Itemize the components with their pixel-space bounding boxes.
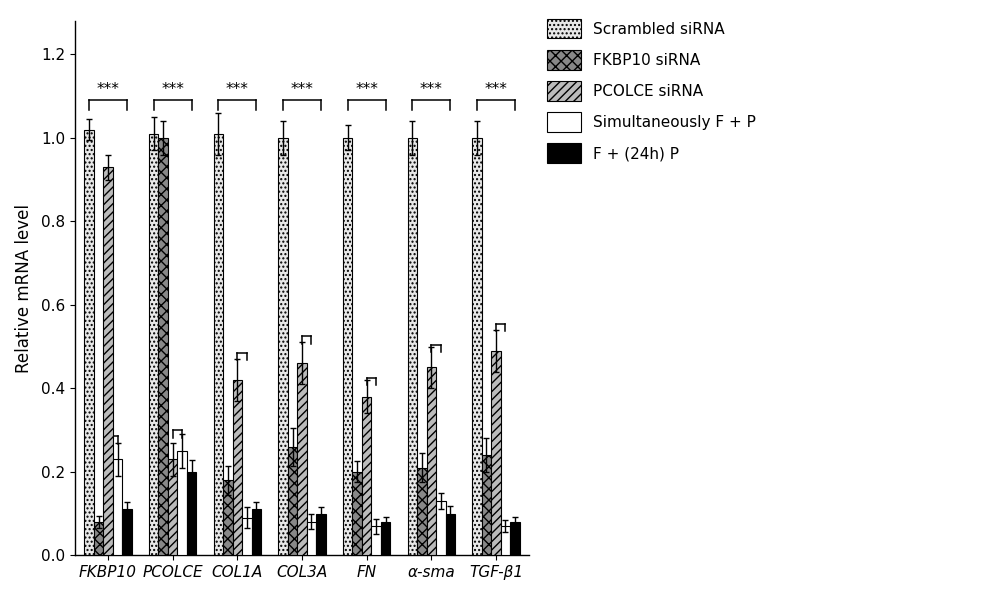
Bar [242,518,252,555]
Bar [113,459,122,555]
Bar [316,513,326,555]
Bar [362,397,371,555]
Bar [233,380,242,555]
Bar [491,351,501,555]
Bar [307,522,316,555]
Bar [501,526,510,555]
Text: ***: *** [420,82,443,97]
Bar [177,451,187,555]
Bar [408,138,417,555]
Bar [352,472,362,555]
Bar [187,472,196,555]
Bar [168,459,177,555]
Text: ***: *** [97,82,119,97]
Bar [297,364,307,555]
Bar [84,130,94,555]
Bar [371,526,381,555]
Bar [436,501,446,555]
Bar [510,522,520,555]
Bar [343,138,352,555]
Bar [94,522,103,555]
Bar [214,134,223,555]
Text: ***: *** [355,82,378,97]
Text: ***: *** [291,82,313,97]
Text: ***: *** [226,82,249,97]
Y-axis label: Relative mRNA level: Relative mRNA level [15,203,33,372]
Bar [158,138,168,555]
Bar [427,368,436,555]
Legend: Scrambled siRNA, FKBP10 siRNA, PCOLCE siRNA, Simultaneously F + P, F + (24h) P: Scrambled siRNA, FKBP10 siRNA, PCOLCE si… [541,12,762,169]
Bar [278,138,288,555]
Bar [288,447,297,555]
Bar [122,509,132,555]
Bar [252,509,261,555]
Bar [103,167,113,555]
Bar [417,468,427,555]
Text: ***: *** [161,82,184,97]
Bar [149,134,158,555]
Bar [446,513,455,555]
Bar [472,138,482,555]
Bar [482,455,491,555]
Bar [223,480,233,555]
Text: ***: *** [484,82,507,97]
Bar [381,522,390,555]
